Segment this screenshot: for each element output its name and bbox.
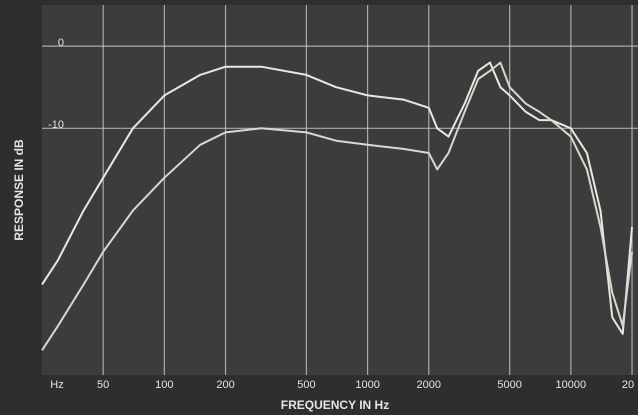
x-axis-label: FREQUENCY IN Hz: [281, 398, 389, 412]
plot-area: [42, 5, 638, 375]
x-tick-label: 2000: [417, 379, 441, 391]
x-tick-label: 10000: [556, 379, 587, 391]
y-tick-label: 0: [58, 37, 64, 49]
y-tick-label: -10: [48, 119, 64, 131]
x-tick-label: 100: [155, 379, 173, 391]
x-tick-label: 5000: [497, 379, 521, 391]
x-tick-label: 50: [97, 379, 109, 391]
x-tick-label: 1000: [355, 379, 379, 391]
chart: RESPONSE IN dB FREQUENCY IN Hz Hz 0 -10 50…: [0, 0, 638, 415]
x-unit-label: Hz: [50, 379, 63, 391]
x-tick-label: 200: [216, 379, 234, 391]
y-axis-label: RESPONSE IN dB: [12, 139, 26, 241]
x-tick-label: 500: [297, 379, 315, 391]
x-tick-label: 20: [622, 379, 634, 391]
